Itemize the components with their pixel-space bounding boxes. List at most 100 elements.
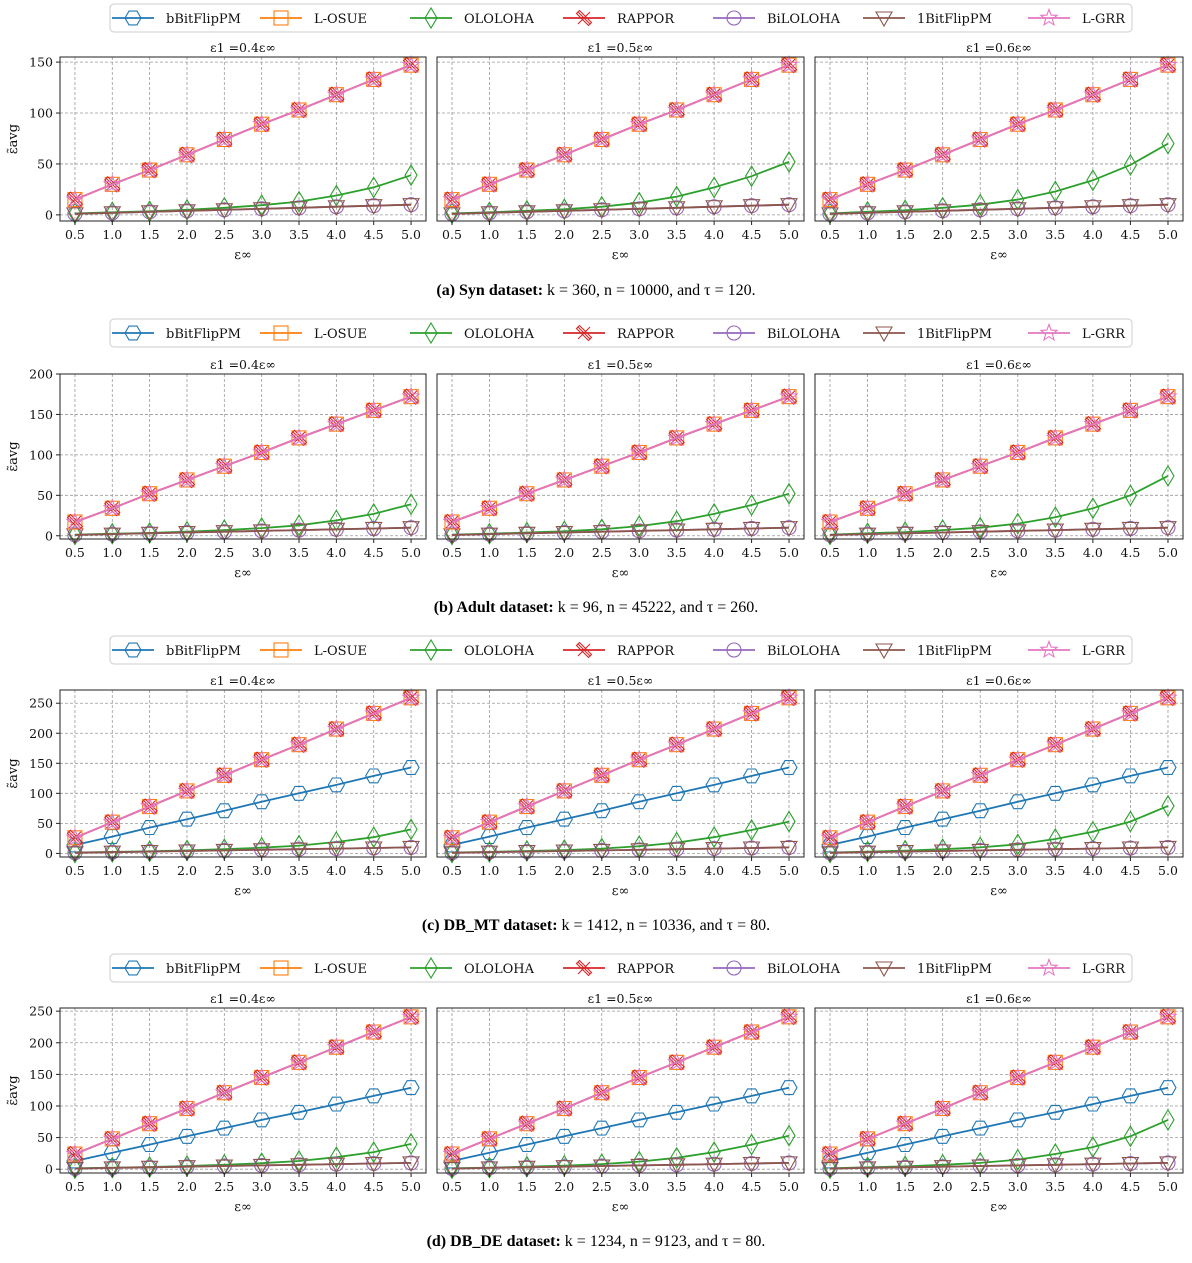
data-point	[364, 400, 384, 419]
series-1bitflippm	[443, 198, 798, 223]
data-point	[140, 1160, 159, 1177]
data-point	[102, 174, 122, 193]
series-l-grr	[820, 55, 1178, 208]
figure-caption: (a) Syn dataset: k = 360, n = 10000, and…	[436, 282, 755, 299]
x-tick-label: 0.5	[820, 227, 840, 242]
triangle-down-marker-icon	[875, 961, 893, 978]
data-point	[971, 203, 990, 219]
legend-label: bBitFlipPM	[166, 644, 241, 659]
legend-label: L-OSUE	[314, 327, 367, 342]
data-point	[327, 1157, 346, 1174]
legend-label: bBitFlipPM	[166, 327, 241, 342]
x-tick-label: 3.0	[1008, 227, 1028, 242]
data-point	[105, 1156, 119, 1179]
figure-caption: (b) Adult dataset: k = 96, n = 45222, an…	[434, 599, 759, 616]
x-tick-label: 4.5	[364, 1179, 384, 1194]
data-point	[667, 842, 686, 859]
data-point	[1159, 198, 1177, 214]
data-point	[629, 442, 649, 461]
data-point	[401, 55, 421, 74]
x-tick-label: 3.0	[629, 545, 649, 560]
data-point	[102, 498, 122, 517]
data-point	[592, 203, 611, 219]
y-tick-label: 200	[29, 367, 53, 382]
x-tick-label: 1.0	[858, 227, 878, 242]
data-point	[896, 1137, 914, 1153]
data-point	[326, 718, 347, 738]
data-point	[178, 525, 196, 542]
data-point	[1158, 1006, 1178, 1025]
x-tick-label: 4.0	[1083, 1179, 1103, 1194]
series-l-grr	[65, 687, 421, 846]
data-point	[1123, 484, 1138, 507]
data-point	[1008, 1158, 1027, 1175]
data-point	[895, 483, 915, 502]
data-point	[1046, 523, 1065, 540]
legend-label: L-OSUE	[314, 962, 367, 977]
x-tick-label: 1.5	[517, 863, 537, 878]
star-marker-icon	[1039, 7, 1059, 27]
x-tick-label: 4.5	[364, 863, 384, 878]
legend-item: L-GRR	[1028, 322, 1126, 342]
data-point	[630, 794, 648, 810]
data-point	[1159, 840, 1177, 857]
panel-title: ε1 =0.5ε∞	[588, 991, 654, 1006]
series-l-grr	[65, 1006, 421, 1163]
data-point	[103, 527, 122, 544]
data-point	[821, 207, 839, 223]
data-point	[252, 202, 271, 218]
y-tick-label: 100	[29, 786, 53, 801]
data-point	[670, 510, 684, 533]
x-tick-label: 3.5	[1045, 863, 1065, 878]
data-point	[630, 1112, 648, 1128]
x-tick-label: 2.0	[554, 1179, 574, 1194]
x-tick-label: 3.5	[289, 1179, 309, 1194]
data-point	[593, 1120, 611, 1136]
y-tick-label: 0	[45, 528, 53, 543]
x-tick-label: 2.0	[933, 227, 953, 242]
data-point	[782, 150, 796, 173]
series-line	[74, 1016, 412, 1155]
data-point	[1086, 497, 1100, 520]
x-tick-label: 4.0	[704, 1179, 724, 1194]
data-point	[1008, 1067, 1028, 1086]
y-tick-label: 0	[45, 846, 53, 861]
data-point	[253, 1112, 271, 1128]
series-l-grr	[820, 1006, 1178, 1163]
data-point	[479, 1128, 499, 1147]
data-point	[479, 174, 499, 193]
series-line	[451, 1086, 790, 1162]
data-point	[65, 207, 84, 223]
data-point	[364, 1156, 383, 1173]
x-axis-label: ε∞	[234, 884, 252, 899]
data-point	[178, 1128, 196, 1144]
data-point	[482, 522, 497, 545]
y-axis-label: ε̃avg	[6, 441, 21, 471]
legend-item: L-OSUE	[260, 325, 367, 342]
axes-frame	[436, 373, 805, 540]
series-line	[829, 64, 1169, 201]
data-point	[779, 687, 799, 706]
data-point	[329, 184, 344, 207]
x-tick-label: 4.0	[704, 863, 724, 878]
circle-marker-icon	[726, 960, 742, 976]
x-tick-label: 1.5	[517, 1179, 537, 1194]
data-point	[933, 1160, 952, 1176]
x-tick-label: 2.5	[592, 545, 612, 560]
x-tick-label: 4.5	[1120, 545, 1140, 560]
x-tick-label: 4.5	[742, 863, 762, 878]
data-point	[518, 820, 536, 836]
data-point	[933, 1098, 953, 1117]
x-tick-label: 3.0	[252, 863, 272, 878]
data-point	[401, 386, 421, 405]
data-point	[290, 842, 308, 859]
x-tick-label: 2.5	[970, 1179, 990, 1194]
legend-item: 1BitFlipPM	[863, 961, 992, 978]
panel-title: ε1 =0.6ε∞	[966, 991, 1032, 1006]
data-point	[1045, 734, 1065, 753]
data-point	[1083, 1157, 1102, 1174]
data-point	[632, 514, 646, 538]
y-tick-label: 100	[29, 106, 53, 121]
data-point	[1120, 69, 1140, 88]
legend-label: OLOLOHA	[464, 327, 535, 342]
